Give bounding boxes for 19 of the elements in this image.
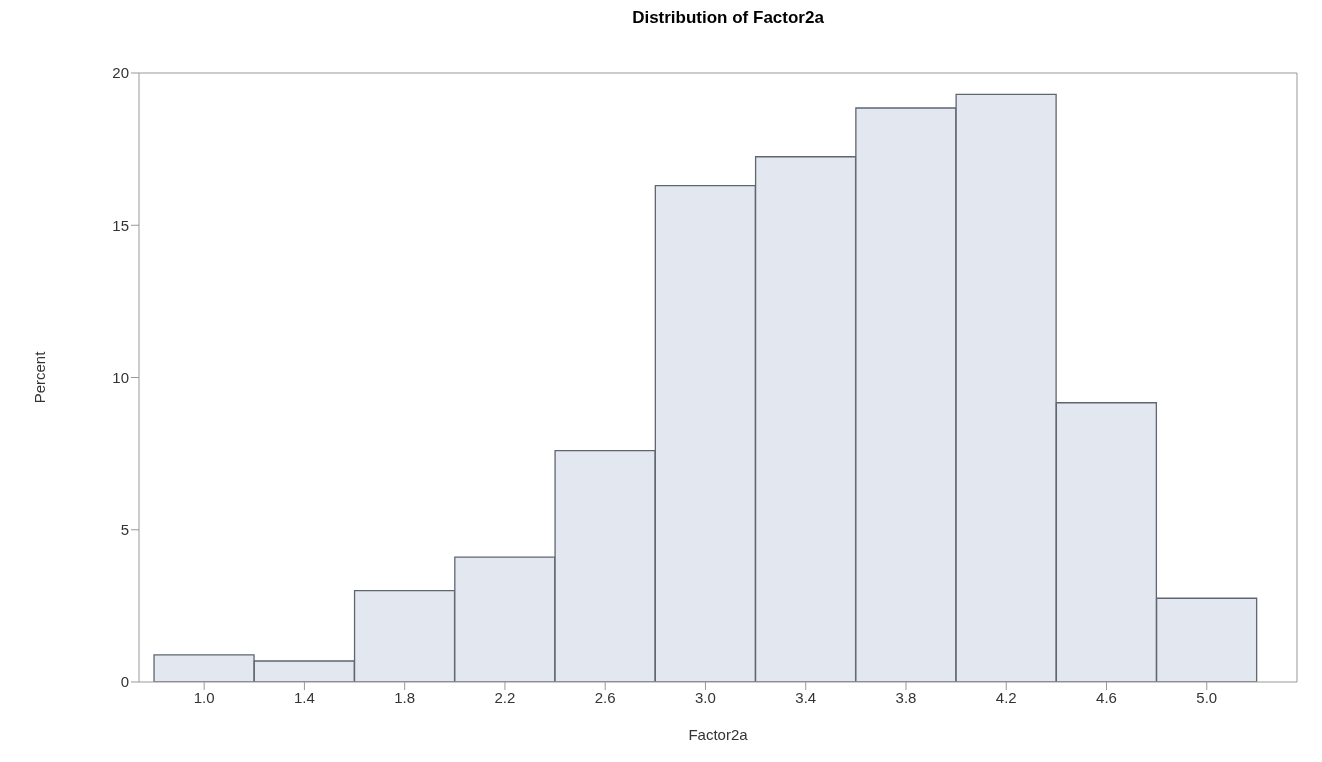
x-tick-label: 4.6 — [1096, 688, 1117, 706]
x-tick-label: 3.4 — [795, 688, 817, 706]
y-tick-label: 15 — [112, 216, 129, 234]
x-tick-label: 1.8 — [394, 688, 416, 706]
y-tick-label: 5 — [120, 521, 129, 539]
chart-title: Distribution of Factor2a — [631, 8, 825, 29]
x-tick-label: 2.6 — [594, 688, 616, 706]
x-tick-label: 4.2 — [995, 688, 1017, 706]
x-axis-title: Factor2a — [688, 726, 749, 743]
y-tick-label: 0 — [120, 673, 129, 691]
y-tick-label: 10 — [112, 368, 129, 386]
x-tick-label: 3.0 — [695, 688, 716, 706]
x-tick-label: 5.0 — [1196, 688, 1218, 706]
y-axis-title: Percent — [31, 350, 49, 404]
x-tick-label: 1.4 — [294, 688, 315, 706]
x-tick-label: 2.2 — [494, 688, 516, 706]
x-tick-label: 1.0 — [193, 688, 215, 706]
x-tick-label: 3.8 — [895, 688, 917, 706]
y-tick-label: 20 — [112, 64, 129, 82]
